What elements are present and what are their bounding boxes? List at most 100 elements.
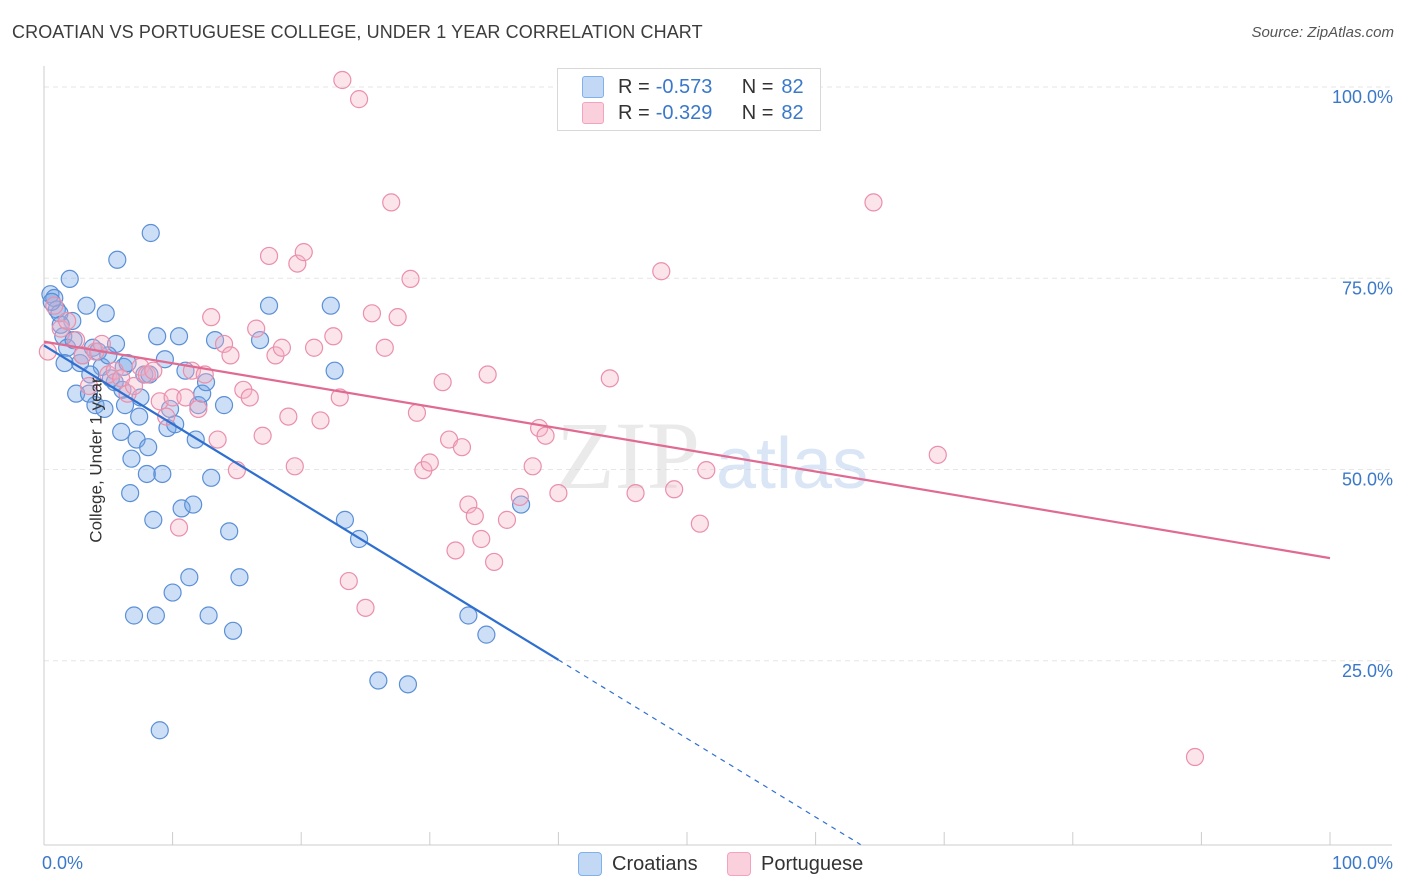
croatians-point-54 bbox=[205, 331, 225, 350]
croatians-point-69 bbox=[512, 495, 531, 514]
tick-labels: 25.0% 50.0% 75.0% 100.0% 0.0% 100.0% bbox=[42, 87, 1393, 873]
legend-swatch-portuguese bbox=[582, 102, 604, 124]
croatians-point-76 bbox=[139, 438, 158, 457]
croatians-point-49 bbox=[184, 495, 203, 514]
portuguese-point-77 bbox=[690, 514, 709, 533]
portuguese-point-32 bbox=[247, 319, 266, 338]
croatians-point-67 bbox=[459, 606, 478, 625]
croatians-point-40 bbox=[153, 464, 172, 484]
croatians-point-14 bbox=[86, 396, 105, 415]
bottom-legend-portuguese: Portuguese bbox=[727, 852, 863, 876]
portuguese-point-51 bbox=[382, 193, 401, 212]
portuguese-point-60 bbox=[452, 438, 472, 457]
croatians-point-39 bbox=[150, 721, 169, 740]
portuguese-point-47 bbox=[349, 90, 369, 109]
portuguese-point-70 bbox=[536, 426, 555, 445]
watermark-atlas: atlas bbox=[716, 424, 868, 504]
croatians-point-58 bbox=[230, 568, 249, 587]
portuguese-point-75 bbox=[652, 262, 671, 281]
croatians-point-17 bbox=[95, 399, 114, 419]
portuguese-point-37 bbox=[279, 407, 298, 426]
legend-r-label: R = bbox=[618, 75, 650, 98]
portuguese-point-20 bbox=[169, 518, 189, 537]
portuguese-point-43 bbox=[324, 327, 343, 346]
croatians-point-37 bbox=[146, 606, 165, 625]
croatians-point-28 bbox=[122, 449, 141, 468]
portuguese-point-80 bbox=[928, 445, 947, 464]
portuguese-point-19 bbox=[163, 388, 182, 407]
croatians-point-55 bbox=[214, 396, 234, 415]
portuguese-point-56 bbox=[420, 453, 439, 472]
axes bbox=[43, 66, 1392, 846]
portuguese-point-79 bbox=[864, 193, 883, 212]
croatians-point-62 bbox=[325, 361, 344, 380]
portuguese-trend-line bbox=[43, 340, 1331, 560]
croatians-point-65 bbox=[369, 671, 388, 690]
portuguese-point-42 bbox=[311, 411, 330, 430]
series-croatians bbox=[41, 223, 531, 740]
croatians-point-43 bbox=[163, 583, 182, 602]
series-portuguese bbox=[38, 70, 1205, 767]
source-label: Source: ZipAtlas.com bbox=[1251, 24, 1394, 41]
legend-n-value: 82 bbox=[781, 75, 804, 98]
legend-n-value: 82 bbox=[781, 101, 804, 124]
croatians-point-46 bbox=[172, 499, 191, 518]
portuguese-point-41 bbox=[304, 338, 324, 357]
portuguese-point-21 bbox=[176, 388, 195, 407]
portuguese-point-6 bbox=[79, 376, 99, 396]
portuguese-point-48 bbox=[356, 598, 375, 617]
portuguese-point-40 bbox=[294, 243, 313, 262]
portuguese-point-68 bbox=[523, 457, 542, 476]
croatians-point-12 bbox=[79, 384, 99, 403]
x-tick-label-100: 100.0% bbox=[1332, 853, 1393, 873]
croatians-trend-extension bbox=[558, 659, 861, 846]
portuguese-point-46 bbox=[339, 571, 358, 591]
portuguese-label: Portuguese bbox=[761, 852, 864, 875]
portuguese-point-4 bbox=[67, 331, 86, 350]
legend-row-croatians: R = -0.573 N = 82 bbox=[582, 75, 804, 99]
portuguese-point-3 bbox=[58, 311, 77, 331]
portuguese-point-45 bbox=[333, 70, 352, 90]
croatians-point-29 bbox=[124, 606, 144, 625]
watermark: ZIP atlas bbox=[556, 402, 868, 509]
croatians-point-25 bbox=[115, 396, 135, 415]
croatians-point-36 bbox=[144, 510, 163, 529]
portuguese-point-1 bbox=[45, 296, 64, 315]
croatians-point-59 bbox=[250, 331, 270, 350]
croatians-point-23 bbox=[112, 422, 131, 441]
portuguese-point-33 bbox=[253, 426, 272, 445]
croatians-point-60 bbox=[259, 296, 279, 315]
watermark-zip: ZIP bbox=[556, 402, 700, 509]
portuguese-point-73 bbox=[600, 369, 619, 388]
portuguese-point-53 bbox=[401, 269, 420, 288]
y-tick-label-100: 100.0% bbox=[1332, 87, 1393, 107]
y-tick-label-25: 25.0% bbox=[1342, 661, 1393, 681]
croatians-point-79 bbox=[202, 468, 221, 487]
croatians-point-22 bbox=[108, 250, 127, 269]
portuguese-point-59 bbox=[446, 541, 465, 560]
croatians-point-11 bbox=[77, 296, 96, 315]
portuguese-point-31 bbox=[240, 388, 259, 407]
croatians-point-56 bbox=[220, 522, 239, 541]
portuguese-point-13 bbox=[124, 376, 144, 396]
croatians-point-61 bbox=[321, 296, 340, 315]
portuguese-point-28 bbox=[221, 346, 240, 365]
croatians-point-33 bbox=[137, 464, 156, 484]
portuguese-point-36 bbox=[272, 338, 292, 357]
portuguese-point-67 bbox=[510, 487, 529, 507]
croatians-point-52 bbox=[196, 373, 216, 392]
portuguese-point-74 bbox=[626, 484, 645, 503]
croatians-point-38 bbox=[148, 327, 167, 346]
bottom-legend-croatians: Croatians bbox=[578, 852, 698, 876]
portuguese-point-63 bbox=[472, 529, 491, 549]
croatians-point-27 bbox=[121, 484, 140, 503]
portuguese-point-66 bbox=[497, 510, 517, 529]
croatians-point-45 bbox=[169, 327, 189, 346]
croatians-trend-line bbox=[43, 344, 559, 661]
legend-n-label: N = bbox=[741, 101, 774, 124]
legend-r-value: -0.573 bbox=[655, 75, 713, 98]
croatians-swatch bbox=[578, 852, 602, 876]
portuguese-point-39 bbox=[288, 254, 307, 273]
trend-lines bbox=[43, 340, 1331, 846]
